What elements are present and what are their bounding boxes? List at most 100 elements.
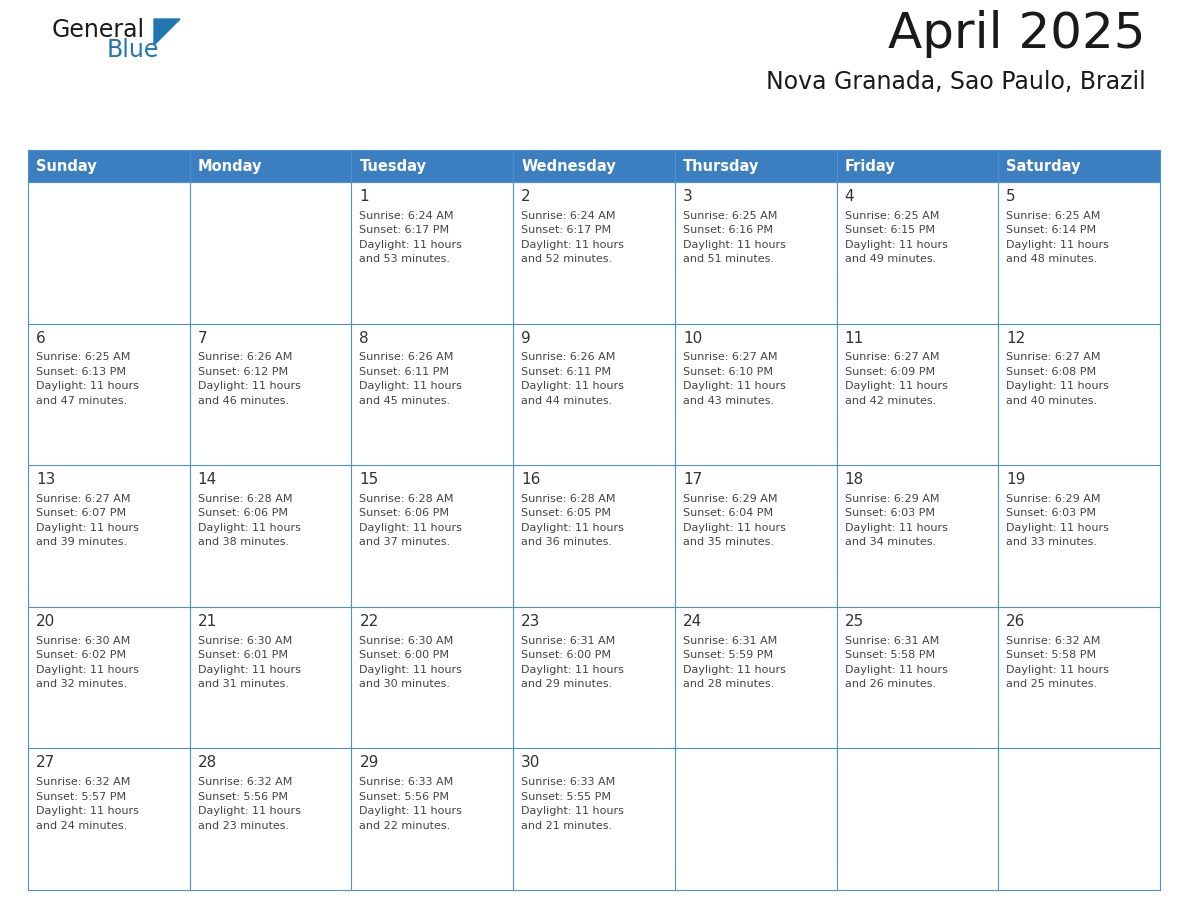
Text: Sunrise: 6:30 AM: Sunrise: 6:30 AM bbox=[36, 635, 131, 645]
Text: Sunrise: 6:30 AM: Sunrise: 6:30 AM bbox=[360, 635, 454, 645]
Text: Daylight: 11 hours: Daylight: 11 hours bbox=[845, 240, 948, 250]
Text: Sunrise: 6:33 AM: Sunrise: 6:33 AM bbox=[360, 778, 454, 787]
Bar bbox=[29, 150, 1159, 182]
Text: Sunrise: 6:31 AM: Sunrise: 6:31 AM bbox=[683, 635, 777, 645]
Text: Daylight: 11 hours: Daylight: 11 hours bbox=[360, 240, 462, 250]
Text: Sunrise: 6:27 AM: Sunrise: 6:27 AM bbox=[36, 494, 131, 504]
Text: Sunrise: 6:27 AM: Sunrise: 6:27 AM bbox=[683, 353, 777, 363]
Text: and 21 minutes.: and 21 minutes. bbox=[522, 821, 612, 831]
Text: Sunset: 6:00 PM: Sunset: 6:00 PM bbox=[360, 650, 449, 660]
Bar bbox=[29, 182, 1159, 890]
Text: 2: 2 bbox=[522, 189, 531, 204]
Text: Sunrise: 6:29 AM: Sunrise: 6:29 AM bbox=[683, 494, 777, 504]
Text: Sunrise: 6:26 AM: Sunrise: 6:26 AM bbox=[197, 353, 292, 363]
Text: and 26 minutes.: and 26 minutes. bbox=[845, 679, 936, 689]
Text: Sunrise: 6:33 AM: Sunrise: 6:33 AM bbox=[522, 778, 615, 787]
Text: Daylight: 11 hours: Daylight: 11 hours bbox=[683, 240, 785, 250]
Text: Daylight: 11 hours: Daylight: 11 hours bbox=[36, 806, 139, 816]
Text: and 24 minutes.: and 24 minutes. bbox=[36, 821, 127, 831]
Text: Thursday: Thursday bbox=[683, 159, 759, 174]
Text: Sunset: 6:17 PM: Sunset: 6:17 PM bbox=[360, 225, 449, 235]
Text: Sunday: Sunday bbox=[36, 159, 96, 174]
Text: Sunrise: 6:25 AM: Sunrise: 6:25 AM bbox=[36, 353, 131, 363]
Text: April 2025: April 2025 bbox=[889, 10, 1146, 58]
Text: Sunrise: 6:24 AM: Sunrise: 6:24 AM bbox=[360, 211, 454, 220]
Text: Daylight: 11 hours: Daylight: 11 hours bbox=[1006, 665, 1110, 675]
Polygon shape bbox=[154, 19, 181, 45]
Text: Sunrise: 6:29 AM: Sunrise: 6:29 AM bbox=[845, 494, 939, 504]
Text: and 34 minutes.: and 34 minutes. bbox=[845, 537, 936, 547]
Text: and 51 minutes.: and 51 minutes. bbox=[683, 254, 773, 264]
Text: Tuesday: Tuesday bbox=[360, 159, 426, 174]
Text: 17: 17 bbox=[683, 472, 702, 487]
Text: and 25 minutes.: and 25 minutes. bbox=[1006, 679, 1098, 689]
Text: Sunrise: 6:25 AM: Sunrise: 6:25 AM bbox=[683, 211, 777, 220]
Text: and 46 minutes.: and 46 minutes. bbox=[197, 396, 289, 406]
Text: Daylight: 11 hours: Daylight: 11 hours bbox=[360, 806, 462, 816]
Text: Daylight: 11 hours: Daylight: 11 hours bbox=[522, 806, 624, 816]
Text: and 39 minutes.: and 39 minutes. bbox=[36, 537, 127, 547]
Text: 27: 27 bbox=[36, 756, 56, 770]
Text: Sunset: 5:57 PM: Sunset: 5:57 PM bbox=[36, 791, 126, 801]
Text: 14: 14 bbox=[197, 472, 217, 487]
Text: Daylight: 11 hours: Daylight: 11 hours bbox=[845, 523, 948, 533]
Text: Sunset: 6:03 PM: Sunset: 6:03 PM bbox=[845, 509, 935, 519]
Text: and 42 minutes.: and 42 minutes. bbox=[845, 396, 936, 406]
Text: Wednesday: Wednesday bbox=[522, 159, 615, 174]
Text: 29: 29 bbox=[360, 756, 379, 770]
Text: 8: 8 bbox=[360, 330, 369, 345]
Text: Daylight: 11 hours: Daylight: 11 hours bbox=[1006, 240, 1110, 250]
Text: Nova Granada, Sao Paulo, Brazil: Nova Granada, Sao Paulo, Brazil bbox=[766, 70, 1146, 94]
Text: Sunset: 6:07 PM: Sunset: 6:07 PM bbox=[36, 509, 126, 519]
Text: Daylight: 11 hours: Daylight: 11 hours bbox=[197, 806, 301, 816]
Text: 9: 9 bbox=[522, 330, 531, 345]
Text: Sunset: 6:15 PM: Sunset: 6:15 PM bbox=[845, 225, 935, 235]
Text: and 35 minutes.: and 35 minutes. bbox=[683, 537, 773, 547]
Text: and 33 minutes.: and 33 minutes. bbox=[1006, 537, 1098, 547]
Text: Sunrise: 6:27 AM: Sunrise: 6:27 AM bbox=[845, 353, 939, 363]
Text: Sunrise: 6:32 AM: Sunrise: 6:32 AM bbox=[197, 778, 292, 787]
Text: and 28 minutes.: and 28 minutes. bbox=[683, 679, 775, 689]
Text: Daylight: 11 hours: Daylight: 11 hours bbox=[360, 381, 462, 391]
Text: Sunset: 5:55 PM: Sunset: 5:55 PM bbox=[522, 791, 611, 801]
Text: 20: 20 bbox=[36, 614, 56, 629]
Text: 1: 1 bbox=[360, 189, 369, 204]
Text: Sunset: 6:08 PM: Sunset: 6:08 PM bbox=[1006, 367, 1097, 377]
Text: and 32 minutes.: and 32 minutes. bbox=[36, 679, 127, 689]
Text: Sunset: 6:06 PM: Sunset: 6:06 PM bbox=[197, 509, 287, 519]
Text: Friday: Friday bbox=[845, 159, 896, 174]
Text: 15: 15 bbox=[360, 472, 379, 487]
Text: and 49 minutes.: and 49 minutes. bbox=[845, 254, 936, 264]
Text: and 52 minutes.: and 52 minutes. bbox=[522, 254, 612, 264]
Text: Saturday: Saturday bbox=[1006, 159, 1081, 174]
Text: Sunrise: 6:25 AM: Sunrise: 6:25 AM bbox=[845, 211, 939, 220]
Text: Sunset: 6:01 PM: Sunset: 6:01 PM bbox=[197, 650, 287, 660]
Text: and 29 minutes.: and 29 minutes. bbox=[522, 679, 612, 689]
Text: Daylight: 11 hours: Daylight: 11 hours bbox=[360, 665, 462, 675]
Text: 16: 16 bbox=[522, 472, 541, 487]
Text: and 40 minutes.: and 40 minutes. bbox=[1006, 396, 1098, 406]
Text: Sunrise: 6:30 AM: Sunrise: 6:30 AM bbox=[197, 635, 292, 645]
Text: and 31 minutes.: and 31 minutes. bbox=[197, 679, 289, 689]
Text: Sunset: 5:58 PM: Sunset: 5:58 PM bbox=[845, 650, 935, 660]
Text: 18: 18 bbox=[845, 472, 864, 487]
Text: Daylight: 11 hours: Daylight: 11 hours bbox=[522, 665, 624, 675]
Text: Sunset: 5:56 PM: Sunset: 5:56 PM bbox=[197, 791, 287, 801]
Text: Sunrise: 6:32 AM: Sunrise: 6:32 AM bbox=[1006, 635, 1100, 645]
Text: 26: 26 bbox=[1006, 614, 1025, 629]
Text: 4: 4 bbox=[845, 189, 854, 204]
Text: Sunset: 6:06 PM: Sunset: 6:06 PM bbox=[360, 509, 449, 519]
Text: Sunset: 6:12 PM: Sunset: 6:12 PM bbox=[197, 367, 287, 377]
Text: Daylight: 11 hours: Daylight: 11 hours bbox=[1006, 381, 1110, 391]
Text: Daylight: 11 hours: Daylight: 11 hours bbox=[36, 523, 139, 533]
Text: Daylight: 11 hours: Daylight: 11 hours bbox=[845, 665, 948, 675]
Text: Sunrise: 6:31 AM: Sunrise: 6:31 AM bbox=[522, 635, 615, 645]
Text: and 53 minutes.: and 53 minutes. bbox=[360, 254, 450, 264]
Text: 25: 25 bbox=[845, 614, 864, 629]
Text: 22: 22 bbox=[360, 614, 379, 629]
Text: and 22 minutes.: and 22 minutes. bbox=[360, 821, 450, 831]
Text: 10: 10 bbox=[683, 330, 702, 345]
Text: Monday: Monday bbox=[197, 159, 263, 174]
Text: Sunrise: 6:28 AM: Sunrise: 6:28 AM bbox=[360, 494, 454, 504]
Text: Daylight: 11 hours: Daylight: 11 hours bbox=[522, 240, 624, 250]
